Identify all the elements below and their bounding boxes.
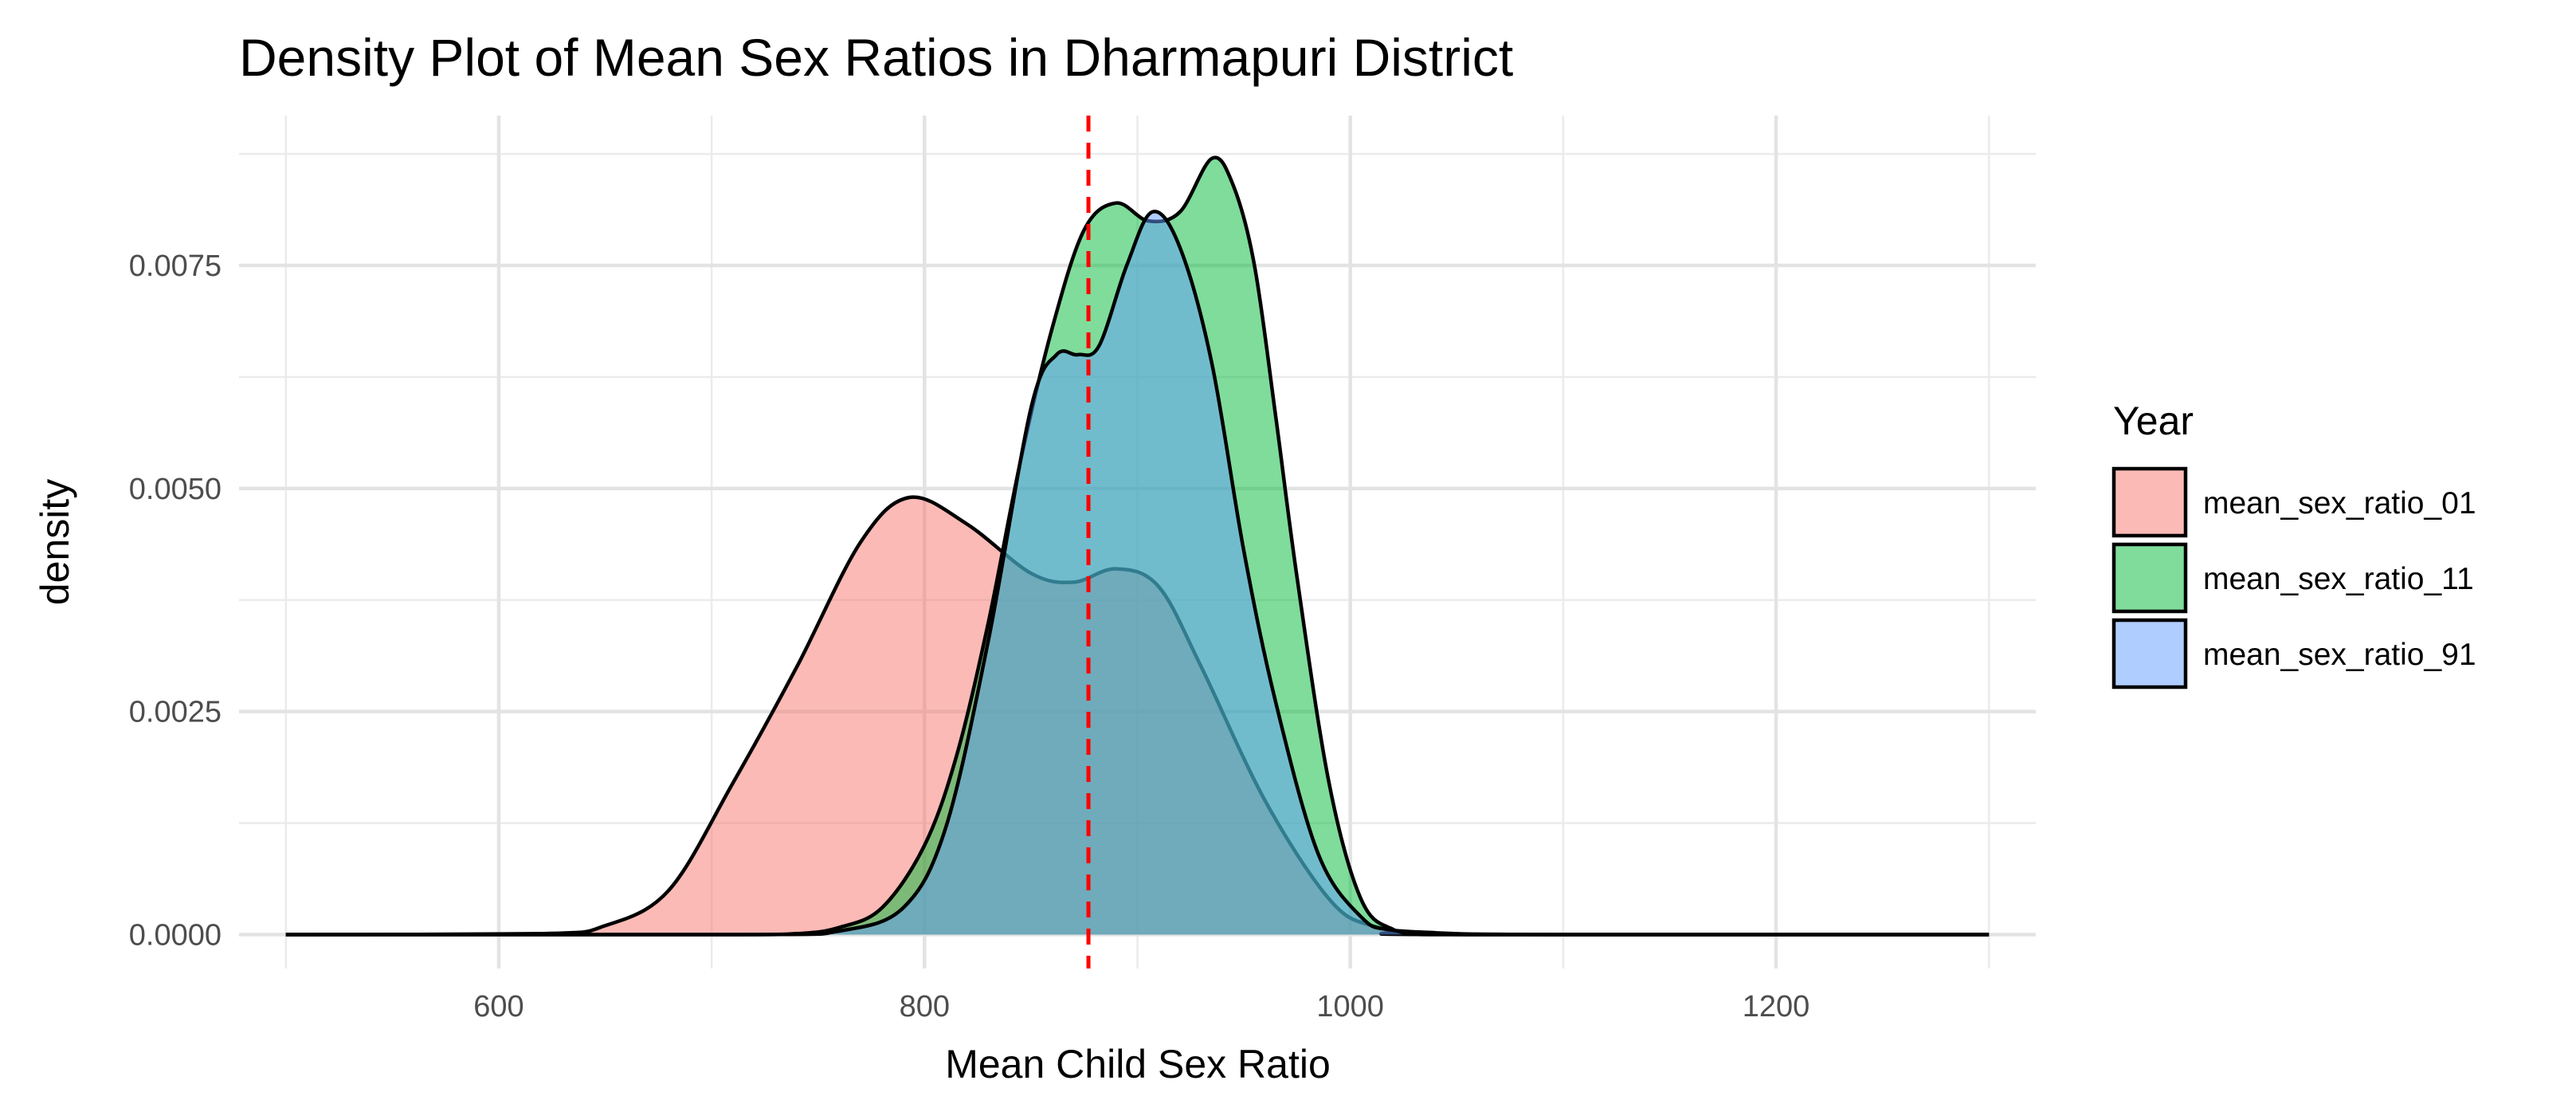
x-axis-title: Mean Child Sex Ratio: [945, 1042, 1331, 1086]
y-tick-label: 0.0075: [129, 249, 222, 283]
x-axis-ticks: 600 800 1000 1200: [473, 990, 1809, 1023]
legend-key-mean_sex_ratio_91: [2111, 618, 2188, 689]
x-tick-label: 1000: [1316, 990, 1384, 1023]
legend-label-mean_sex_ratio_11: mean_sex_ratio_11: [2203, 562, 2474, 596]
y-tick-label: 0.0050: [129, 473, 222, 506]
y-tick-label: 0.0025: [129, 696, 222, 729]
legend-label-mean_sex_ratio_91: mean_sex_ratio_91: [2203, 638, 2476, 672]
y-axis-ticks: 0.0000 0.0025 0.0050 0.0075: [129, 249, 222, 952]
chart-title: Density Plot of Mean Sex Ratios in Dharm…: [239, 28, 1513, 87]
x-tick-label: 800: [900, 990, 950, 1023]
x-tick-label: 600: [473, 990, 523, 1023]
density-outline-mean_sex_ratio_91: [285, 210, 1990, 937]
density-area-mean_sex_ratio_91: [285, 211, 1990, 935]
legend-key-mean_sex_ratio_11: [2111, 542, 2188, 614]
legend-entries: mean_sex_ratio_01 mean_sex_ratio_11 mean_s…: [2111, 466, 2476, 689]
y-axis-title: density: [33, 479, 77, 605]
legend-key-mean_sex_ratio_01: [2111, 466, 2188, 538]
legend: Year mean_sex_ratio_01mean_sex_ratio_11m…: [2111, 399, 2476, 689]
x-tick-label: 1200: [1743, 990, 1810, 1023]
density-series: [285, 155, 1990, 937]
y-tick-label: 0.0000: [129, 918, 222, 952]
legend-label-mean_sex_ratio_01: mean_sex_ratio_01: [2203, 486, 2476, 521]
legend-title: Year: [2113, 399, 2194, 443]
